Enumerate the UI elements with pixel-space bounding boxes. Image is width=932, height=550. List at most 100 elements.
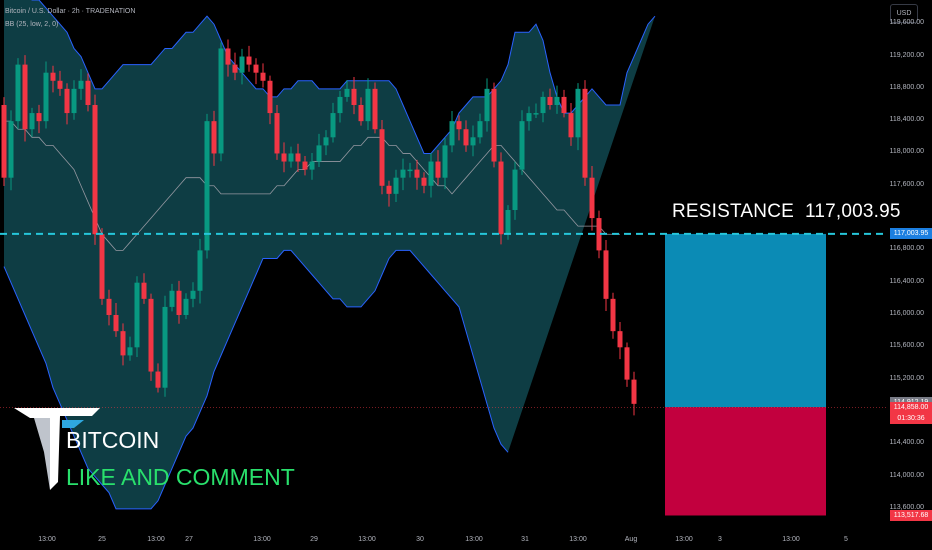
candle[interactable] — [435, 150, 441, 185]
candle[interactable] — [8, 110, 14, 191]
candle-body — [631, 379, 637, 404]
call-to-action-text: LIKE AND COMMENT — [66, 464, 295, 490]
candle[interactable] — [120, 323, 126, 366]
candle[interactable] — [232, 52, 238, 81]
candle[interactable] — [631, 371, 637, 416]
candle[interactable] — [197, 238, 203, 304]
time-tick-label: 5 — [844, 536, 848, 543]
candle[interactable] — [162, 295, 168, 397]
candle[interactable] — [365, 78, 371, 130]
candle[interactable] — [372, 82, 378, 134]
candle[interactable] — [1, 97, 7, 187]
candle[interactable] — [64, 83, 70, 125]
candle[interactable] — [246, 45, 252, 72]
candle[interactable] — [253, 58, 259, 85]
candle[interactable] — [36, 104, 42, 134]
candle[interactable] — [470, 125, 476, 157]
bollinger-upper-line[interactable] — [4, 0, 656, 154]
candle[interactable] — [267, 75, 273, 125]
candle[interactable] — [309, 153, 315, 180]
candle[interactable] — [400, 158, 406, 191]
candle[interactable] — [512, 161, 518, 220]
candle[interactable] — [183, 293, 189, 320]
candle[interactable] — [134, 276, 140, 357]
candle[interactable] — [463, 120, 469, 152]
candle[interactable] — [449, 111, 455, 153]
candle[interactable] — [113, 302, 119, 337]
candle[interactable] — [561, 89, 567, 118]
candle[interactable] — [442, 138, 448, 190]
candle[interactable] — [78, 69, 84, 100]
candle[interactable] — [617, 322, 623, 360]
candle[interactable] — [533, 103, 539, 119]
candle[interactable] — [204, 113, 210, 259]
candle[interactable] — [386, 180, 392, 207]
candle[interactable] — [295, 143, 301, 172]
candle[interactable] — [421, 172, 427, 194]
candle[interactable] — [43, 61, 49, 129]
candle[interactable] — [29, 107, 35, 137]
candle[interactable] — [568, 103, 574, 146]
candle[interactable] — [407, 162, 413, 178]
candle[interactable] — [225, 39, 231, 77]
candle[interactable] — [491, 82, 497, 168]
candle[interactable] — [603, 239, 609, 312]
candle[interactable] — [15, 58, 21, 130]
candle[interactable] — [337, 91, 343, 123]
candle[interactable] — [575, 83, 581, 151]
candle[interactable] — [302, 156, 308, 176]
candle[interactable] — [589, 165, 595, 231]
candle[interactable] — [498, 152, 504, 245]
candle[interactable] — [281, 142, 287, 173]
candle[interactable] — [414, 159, 420, 190]
candle[interactable] — [428, 153, 434, 198]
candle[interactable] — [540, 91, 546, 123]
candle[interactable] — [610, 292, 616, 339]
candle[interactable] — [456, 115, 462, 141]
candle[interactable] — [50, 65, 56, 93]
candle[interactable] — [155, 363, 161, 393]
candle[interactable] — [169, 283, 175, 312]
candle[interactable] — [379, 119, 385, 195]
candle[interactable] — [519, 110, 525, 175]
candle[interactable] — [92, 94, 98, 245]
candle[interactable] — [358, 97, 364, 126]
candle[interactable] — [71, 80, 77, 120]
candle[interactable] — [99, 228, 105, 305]
indicator-legend[interactable]: BB (25, low, 2, 0) — [5, 21, 59, 28]
candle[interactable] — [141, 273, 147, 304]
candle[interactable] — [526, 106, 532, 131]
candle[interactable] — [211, 110, 217, 166]
currency-button[interactable]: USD — [890, 4, 918, 23]
candle[interactable] — [596, 210, 602, 259]
candle[interactable] — [148, 293, 154, 381]
candle[interactable] — [484, 78, 490, 132]
candle[interactable] — [344, 79, 350, 102]
candle[interactable] — [274, 105, 280, 160]
candle[interactable] — [330, 102, 336, 143]
candle[interactable] — [323, 130, 329, 156]
candle[interactable] — [260, 63, 266, 88]
candle[interactable] — [316, 133, 322, 168]
bollinger-lower-line[interactable] — [3, 249, 509, 510]
candle[interactable] — [477, 113, 483, 144]
candle[interactable] — [57, 70, 63, 96]
candle[interactable] — [190, 282, 196, 308]
candle[interactable] — [288, 146, 294, 168]
candle[interactable] — [351, 76, 357, 115]
candle[interactable] — [547, 88, 553, 110]
candle[interactable] — [127, 336, 133, 361]
candle[interactable] — [176, 280, 182, 324]
candle[interactable] — [22, 55, 28, 142]
candle[interactable] — [218, 42, 224, 162]
candle[interactable] — [554, 85, 560, 114]
candle[interactable] — [582, 80, 588, 186]
candle[interactable] — [624, 342, 630, 387]
target-zone-upper[interactable] — [665, 233, 826, 408]
candle[interactable] — [393, 169, 399, 203]
candle[interactable] — [239, 48, 245, 85]
candle[interactable] — [106, 289, 112, 326]
target-zone-lower[interactable] — [665, 407, 826, 516]
candle[interactable] — [85, 73, 91, 112]
